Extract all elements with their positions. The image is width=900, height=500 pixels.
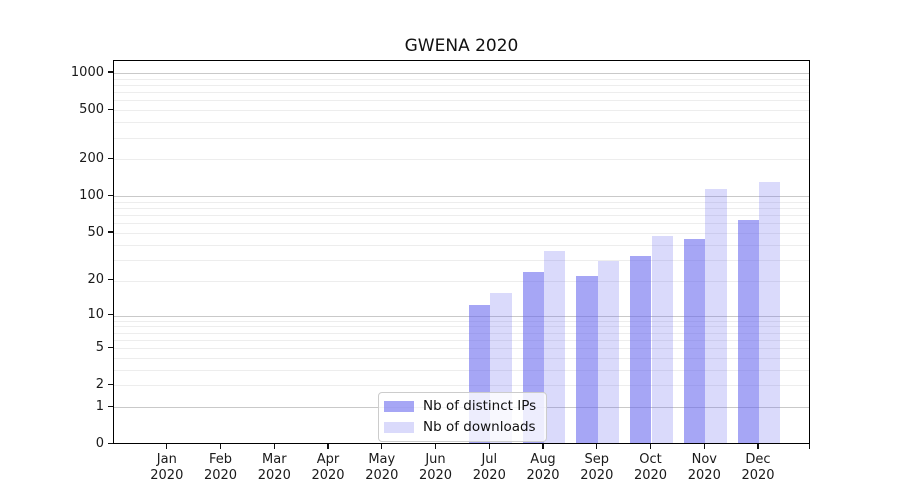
gridline-20: [114, 280, 809, 282]
y-tick-label: 5: [95, 339, 104, 355]
bar-nb-of-distinct-ips-sep: [576, 276, 598, 443]
y-tick-label: 10: [87, 307, 104, 323]
y-tick-mark: [108, 157, 113, 159]
legend-swatch-icon: [384, 401, 414, 412]
gridline-10: [114, 315, 809, 317]
x-tick-label: Aug 2020: [526, 452, 560, 483]
y-tick-mark: [108, 346, 113, 348]
gridline-80: [114, 208, 809, 210]
gridline-4: [114, 358, 809, 359]
legend-label: Nb of downloads: [423, 419, 536, 435]
x-tick-label: Oct 2020: [633, 452, 668, 483]
gridline-3: [114, 370, 809, 371]
y-tick-label: 0: [95, 436, 104, 451]
bar-nb-of-distinct-ips-dec: [737, 219, 759, 443]
x-tick-label: Feb 2020: [203, 452, 238, 483]
gridline-40: [114, 244, 809, 246]
gridline-700: [114, 92, 809, 94]
bar-nb-of-downloads-sep: [597, 261, 620, 443]
x-tick-label: May 2020: [365, 452, 399, 483]
y-tick-label: 1: [95, 398, 104, 414]
gridline-30: [114, 259, 809, 261]
x-tick-label: Jun 2020: [418, 452, 453, 483]
gridline-300: [114, 137, 809, 139]
x-tick-mark: [273, 444, 275, 449]
x-tick-label: Dec 2020: [741, 452, 775, 483]
y-tick-mark: [108, 405, 113, 407]
x-tick-mark: [703, 444, 705, 449]
bar-nb-of-downloads-nov: [705, 189, 727, 443]
bar-nb-of-distinct-ips-nov: [683, 239, 706, 443]
y-tick-label: 20: [87, 272, 104, 288]
y-tick-mark: [108, 383, 113, 386]
x-tick-mark: [166, 444, 168, 449]
x-tick-mark-edge: [808, 444, 810, 449]
y-tick-mark: [108, 442, 113, 445]
gridline-8: [114, 326, 809, 328]
legend-item: Nb of distinct IPs: [384, 399, 536, 414]
gridline-900: [114, 78, 809, 80]
x-tick-label: Jan 2020: [150, 452, 184, 483]
legend: Nb of distinct IPs Nb of downloads: [378, 392, 548, 442]
y-tick-label: 50: [87, 224, 104, 240]
legend-item: Nb of downloads: [384, 420, 536, 435]
x-tick-label: Mar 2020: [257, 452, 291, 483]
gridline-9: [114, 320, 809, 322]
gridline-70: [114, 215, 809, 217]
gridline-200: [114, 159, 809, 161]
x-tick-mark: [327, 444, 329, 449]
x-tick-mark: [649, 444, 652, 449]
gridline-600: [114, 100, 809, 102]
x-tick-label: Sep 2020: [580, 452, 614, 483]
x-tick-mark: [757, 444, 759, 449]
x-tick-label: Apr 2020: [311, 452, 345, 483]
x-tick-mark: [542, 444, 544, 449]
bar-nb-of-downloads-dec: [759, 182, 781, 443]
y-tick-mark: [108, 313, 113, 316]
chart-title: GWENA 2020: [404, 36, 519, 56]
gridline-400: [114, 122, 809, 124]
y-tick-mark: [108, 71, 113, 73]
gridline-100: [114, 196, 809, 198]
gridline-50: [114, 233, 809, 235]
gridline-90: [114, 201, 809, 203]
gridline-6: [114, 339, 809, 341]
bar-nb-of-distinct-ips-oct: [630, 256, 652, 443]
x-tick-mark: [219, 444, 222, 449]
plot-area: Nb of distinct IPs Nb of downloads: [113, 60, 810, 444]
y-tick-mark: [108, 279, 113, 281]
x-tick-mark: [596, 444, 598, 449]
gridline-60: [114, 223, 809, 225]
x-tick-label: Jul 2020: [472, 452, 506, 483]
x-tick-mark: [434, 444, 437, 449]
y-tick-mark: [108, 108, 113, 110]
gridline-2: [114, 385, 809, 387]
legend-label: Nb of distinct IPs: [423, 398, 537, 414]
y-tick-label: 200: [79, 150, 104, 166]
y-tick-mark: [108, 194, 113, 196]
y-tick-label: 500: [79, 101, 104, 117]
gridline-5: [114, 348, 809, 350]
y-tick-label: 100: [79, 187, 104, 203]
legend-swatch-icon: [384, 422, 414, 433]
x-tick-mark: [381, 444, 383, 449]
y-tick-label: 2: [95, 376, 104, 392]
gridline-7: [114, 332, 809, 334]
y-tick-label: 1000: [70, 64, 104, 80]
gridline-500: [114, 110, 809, 112]
gridline-1000: [114, 73, 809, 74]
y-tick-mark: [108, 231, 113, 233]
gridline-800: [114, 85, 809, 86]
x-tick-label: Nov 2020: [687, 452, 721, 483]
bar-nb-of-downloads-aug: [544, 251, 566, 443]
bar-nb-of-downloads-oct: [651, 235, 673, 443]
x-tick-mark: [488, 444, 490, 449]
